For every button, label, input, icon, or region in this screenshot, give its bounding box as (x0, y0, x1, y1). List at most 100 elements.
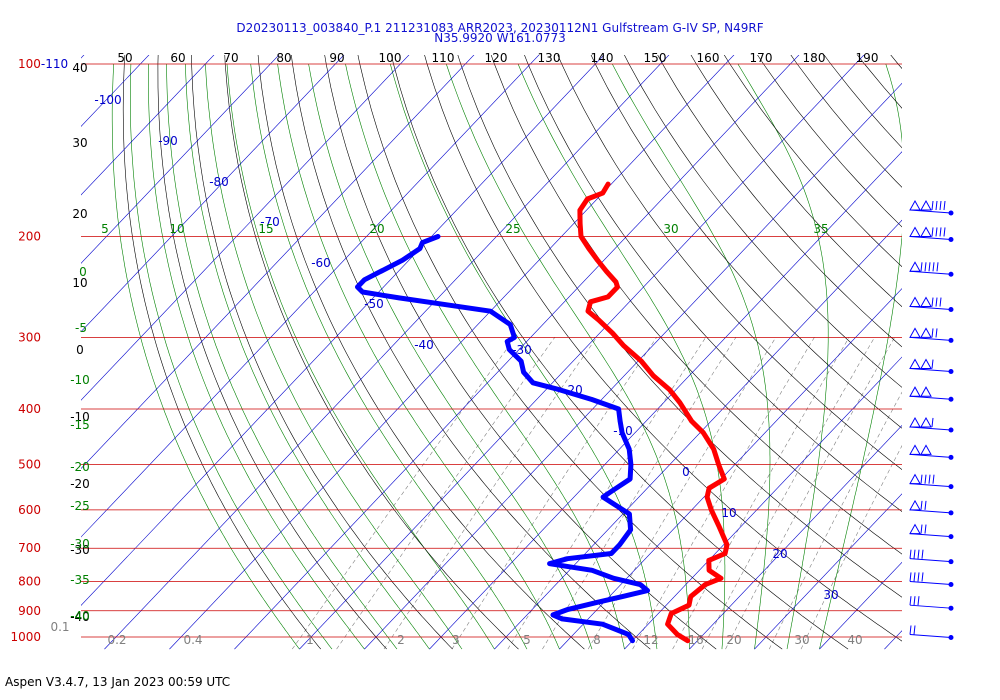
mixing-ratio-line (291, 337, 516, 650)
wind-barb-station (948, 427, 954, 433)
isotherm-label: 0 (682, 465, 690, 479)
moist-adiabat-line (130, 63, 333, 650)
dewpoint-profile-point (600, 622, 605, 627)
mixing-ratio-label: 5 (523, 633, 531, 647)
pressure-tick-label: 600 (18, 503, 41, 517)
moist-adiabat-label: 35 (813, 222, 828, 236)
temperature-profile-point (577, 208, 583, 213)
wind-barb-flag (920, 296, 932, 308)
wind-barb-staff (909, 634, 952, 638)
dewpoint-profile-point (617, 542, 622, 547)
moist-adiabat-label: 10 (169, 222, 184, 236)
dewpoint-profile-point (620, 594, 625, 599)
moist-adiabat-line (345, 63, 625, 650)
temperature-profile-point (718, 576, 724, 581)
moist-adiabat-line (147, 63, 365, 650)
temperature-profile-point (701, 430, 706, 435)
pressure-tick-label: 700 (18, 541, 41, 555)
wind-barb (909, 199, 954, 216)
isotherm-line (81, 55, 345, 333)
mixing-ratio-label: 16 (688, 633, 703, 647)
isotherm-label: -90 (158, 134, 178, 148)
dewpoint-profile-point (565, 607, 571, 612)
dewpoint-profile-point (547, 561, 552, 566)
wind-barb (909, 549, 954, 565)
wind-barb-flag (909, 499, 921, 511)
temperature-profile-point (578, 234, 584, 239)
pressure-tick-label: 400 (18, 402, 41, 416)
wind-barb-station (948, 559, 954, 565)
temperature-profile-point (716, 523, 721, 529)
chart-title-line2: N35.9920 W161.0773 (434, 31, 566, 45)
isotherm-label: -100 (94, 93, 121, 107)
isotherm-line (429, 151, 902, 650)
temperature-profile (577, 181, 730, 644)
temperature-profile-point (600, 190, 605, 196)
moist-adiabat-label: 30 (663, 222, 678, 236)
temperature-profile-point (706, 486, 712, 491)
temperature-profile-point (724, 542, 730, 547)
dewpoint-profile-point (565, 556, 570, 561)
top-axis-tick-label: 80 (276, 51, 291, 65)
top-axis-tick-label: 100 (379, 51, 402, 65)
temperature-profile-point (709, 507, 714, 513)
dewpoint-profile-point (589, 397, 595, 402)
left-axis-tick-label: -10 (70, 410, 90, 424)
wind-barb (909, 386, 954, 402)
wind-barb-station (948, 454, 954, 460)
wind-barb-feather (932, 262, 935, 272)
temperature-profile-point (577, 221, 583, 226)
temperature-profile-point (595, 258, 600, 263)
wind-barb-feather (917, 572, 920, 582)
dewpoint-profile-point (488, 309, 493, 314)
pressure-tick-label: 300 (18, 330, 41, 344)
wind-barb-flag (920, 444, 932, 455)
wind-barb-station (948, 236, 954, 242)
dewpoint-profile-point (507, 347, 512, 352)
isotherm-label: -30 (512, 343, 532, 357)
dewpoint-profile-point (508, 322, 513, 327)
temperature-profile-point (686, 603, 692, 608)
dry-adiabat-line (624, 55, 902, 388)
temperature-profile-point (621, 343, 626, 348)
mixing-ratio-label: 30 (794, 633, 809, 647)
dewpoint-profile-point (616, 406, 621, 412)
dewpoint-profile-point (626, 632, 631, 637)
left-axis-tick-label: -40 (70, 610, 90, 624)
wind-barb-flag (920, 327, 932, 338)
wind-barb-feather (935, 227, 938, 237)
isotherm-line (234, 55, 800, 650)
dewpoint-profile-point (628, 527, 633, 532)
wind-barb-feather (920, 524, 923, 534)
dewpoint-profile-point (435, 234, 441, 239)
temperature-profile-point (651, 373, 656, 378)
dewpoint-profile-point (400, 258, 405, 263)
dewpoint-profile-point (355, 284, 360, 290)
dry-adiabat-line (723, 55, 902, 268)
dewpoint-profile-point (610, 488, 615, 493)
dewpoint-profile-point (518, 358, 524, 364)
wind-barb-flag (920, 386, 932, 397)
dry-adiabat-line (457, 55, 902, 598)
wind-barb (909, 444, 954, 460)
temperature-profile-point (706, 558, 711, 563)
moist-adiabat-line (390, 63, 658, 650)
dewpoint-profile-point (630, 638, 635, 643)
temperature-profile-point (677, 400, 683, 405)
temperature-profile-point (585, 309, 591, 314)
dry-adiabat-line (524, 55, 902, 512)
mixing-ratio-label: 2 (397, 633, 405, 647)
wind-barb-feather (921, 549, 924, 559)
wind-barb-station (948, 534, 954, 540)
wind-barb-flag (920, 416, 932, 428)
mixing-ratio-label: 3 (452, 633, 460, 647)
wind-barb-feather (939, 200, 942, 211)
isotherm-line (494, 219, 902, 650)
mixing-ratio-line (587, 337, 777, 650)
isotherm-line (624, 356, 902, 650)
wind-barb-flag (909, 296, 921, 308)
wind-barb (909, 226, 954, 242)
left-axis-tick-label: 40 (72, 61, 87, 75)
footer-version: Aspen V3.4.7, 13 Jan 2023 00:59 UTC (5, 675, 231, 689)
